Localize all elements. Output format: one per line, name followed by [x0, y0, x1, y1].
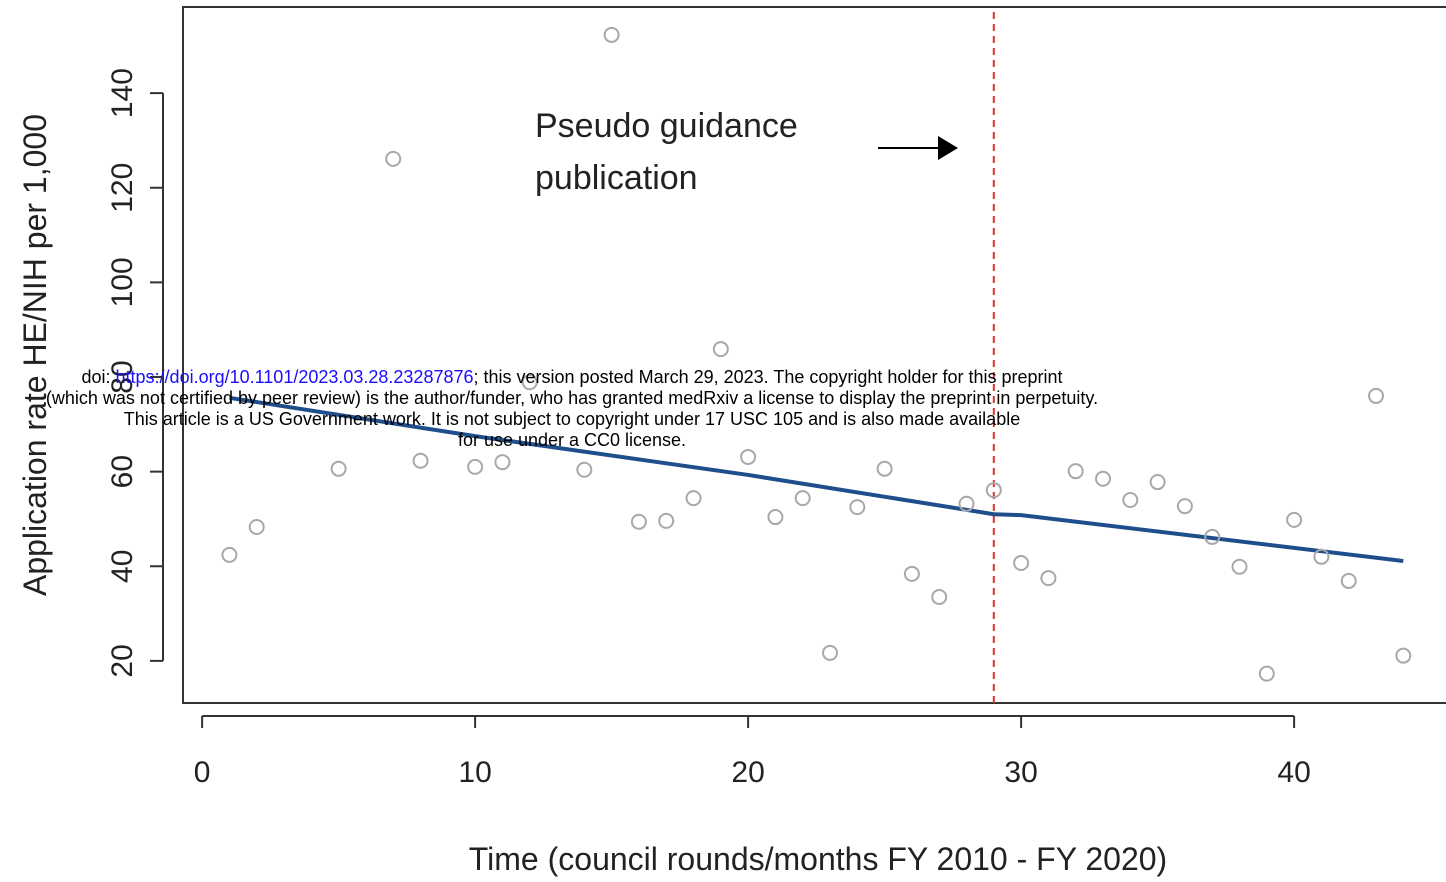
data-point	[985, 482, 1002, 499]
y-tick-label: 60	[106, 455, 139, 488]
data-point	[248, 518, 265, 535]
data-point	[876, 460, 893, 477]
x-tick-label: 40	[1277, 756, 1310, 789]
data-point	[658, 512, 675, 529]
data-point	[685, 490, 702, 507]
annotation: Pseudo guidance	[535, 107, 798, 145]
watermark-line: This article is a US Government work. It…	[123, 409, 1021, 429]
data-point	[221, 546, 238, 563]
y-tick-label: 140	[106, 68, 139, 118]
data-point	[1176, 498, 1193, 515]
doi-link[interactable]: https://doi.org/10.1101/2023.03.28.23287…	[115, 367, 474, 387]
watermark-line: doi: https://doi.org/10.1101/2023.03.28.…	[0, 367, 1144, 388]
watermark-line: (which was not certified by peer review)…	[45, 388, 1099, 408]
y-tick-label: 20	[106, 644, 139, 677]
data-point	[958, 495, 975, 512]
watermark-text: doi:	[81, 367, 116, 387]
data-point	[740, 448, 757, 465]
data-point	[603, 26, 620, 43]
x-tick-label: 20	[731, 756, 764, 789]
data-point	[1149, 474, 1166, 491]
data-point	[521, 374, 538, 391]
data-point	[1204, 528, 1221, 545]
x-tick-label: 0	[194, 756, 211, 789]
data-point	[822, 644, 839, 661]
data-point	[1313, 548, 1330, 565]
x-tick-label: 10	[458, 756, 491, 789]
annotation: publication	[535, 159, 698, 197]
data-point	[412, 452, 429, 469]
data-point	[849, 499, 866, 516]
data-point	[1258, 665, 1275, 682]
plot-frame	[182, 6, 1446, 704]
data-point	[576, 461, 593, 478]
data-point	[1013, 554, 1030, 571]
watermark-text: ; this version posted March 29, 2023. Th…	[473, 367, 1063, 387]
data-point	[931, 589, 948, 606]
trend-line	[229, 395, 1404, 564]
y-tick-label: 80	[106, 360, 139, 393]
x-tick-label: 30	[1004, 756, 1037, 789]
y-tick-label: 100	[106, 257, 139, 307]
data-point	[1368, 387, 1385, 404]
y-tick-label: 40	[106, 550, 139, 583]
data-point	[1286, 511, 1303, 528]
data-point	[1122, 492, 1139, 509]
data-point	[1040, 570, 1057, 587]
data-point	[385, 150, 402, 167]
annotation-arrowhead	[938, 136, 958, 160]
data-point	[1095, 470, 1112, 487]
data-point	[767, 509, 784, 526]
x-axis-label: Time (council rounds/months FY 2010 - FY…	[469, 841, 1167, 877]
data-point	[903, 565, 920, 582]
watermark-line: for use under a CC0 license.	[457, 430, 687, 450]
data-point	[712, 341, 729, 358]
data-point	[1231, 558, 1248, 575]
data-point	[630, 513, 647, 530]
data-point	[494, 454, 511, 471]
y-axis-label: Application rate HE/NIH per 1,000	[17, 114, 53, 596]
data-point	[1067, 463, 1084, 480]
data-point	[330, 460, 347, 477]
data-point	[467, 458, 484, 475]
data-point	[1340, 572, 1357, 589]
data-point	[1395, 647, 1412, 664]
y-tick-label: 120	[106, 163, 139, 213]
data-point	[794, 490, 811, 507]
